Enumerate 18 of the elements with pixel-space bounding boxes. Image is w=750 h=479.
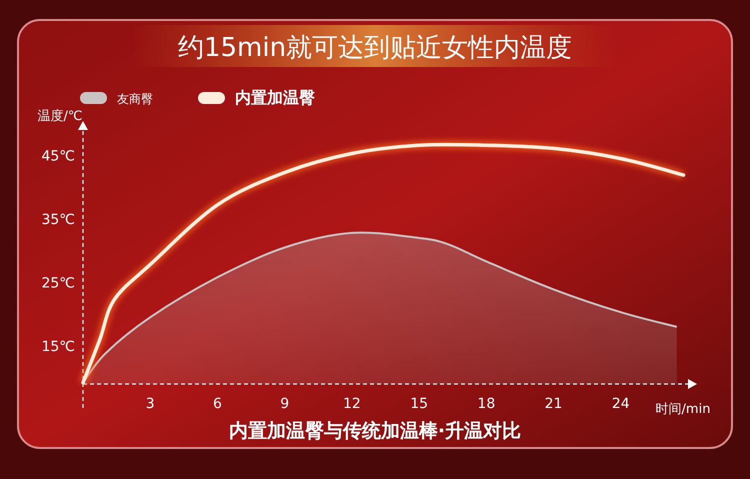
x-tick-label: 9	[280, 396, 290, 412]
y-tick-label: 45℃	[41, 148, 75, 164]
x-axis-title: 时间/min	[656, 402, 710, 417]
chart-title: 约15min就可达到贴近女性内温度	[178, 33, 572, 63]
x-tick-label: 3	[146, 396, 155, 412]
x-tick-label: 24	[612, 396, 630, 412]
legend-label: 内置加温臀	[235, 88, 315, 107]
y-tick-label: 35℃	[41, 212, 75, 228]
x-tick-label: 18	[477, 396, 496, 412]
y-tick-label: 15℃	[41, 338, 75, 355]
x-tick-label: 12	[342, 396, 361, 412]
x-tick-label: 21	[544, 396, 562, 412]
legend-label: 友商臀	[117, 92, 153, 106]
y-tick-label: 25℃	[41, 275, 75, 292]
x-tick-label: 15	[410, 396, 428, 412]
x-tick-label: 6	[212, 396, 222, 412]
text: 内置加温臀与传统加温棒·升温对比	[228, 420, 522, 442]
y-axis-title: 温度/℃	[38, 108, 82, 124]
